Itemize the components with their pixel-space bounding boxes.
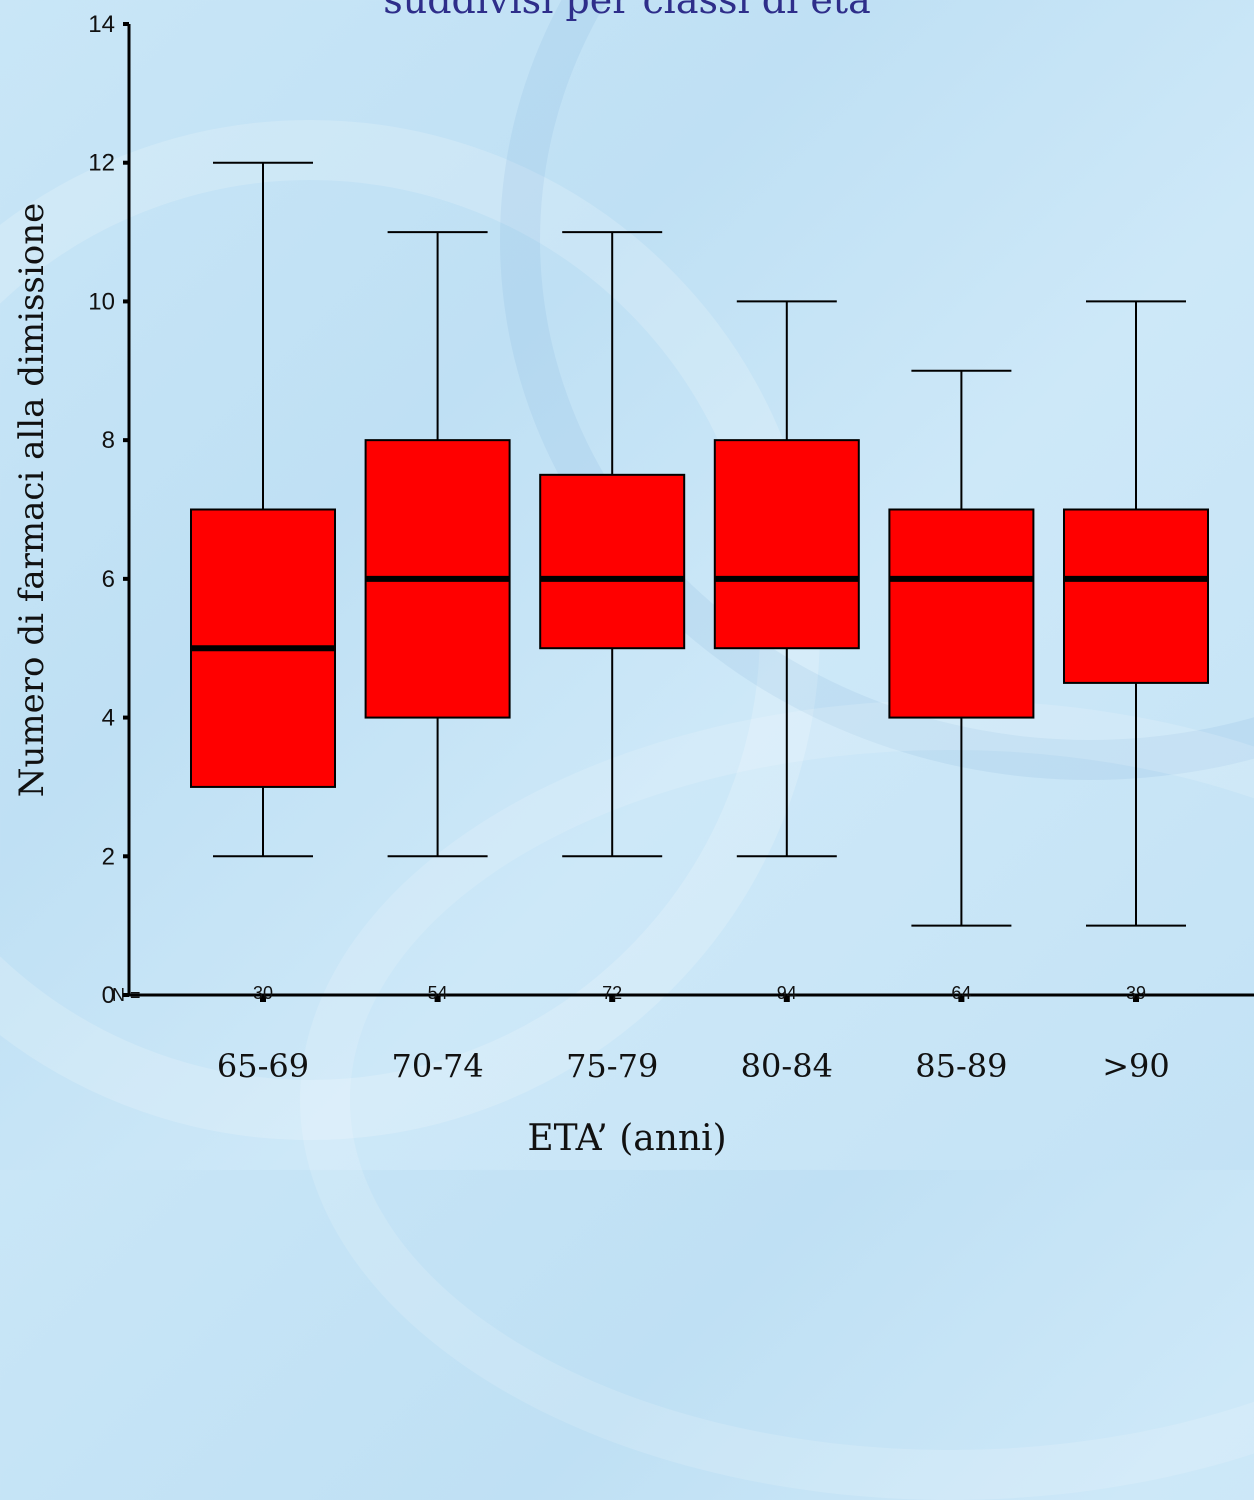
- y-tick-label: 0: [102, 982, 115, 1009]
- n-count-label: 64: [951, 983, 971, 1003]
- y-tick-label: 2: [102, 843, 115, 870]
- n-count-label: 54: [428, 983, 448, 1003]
- x-axis-label: ETA’ (anni): [527, 1118, 727, 1159]
- y-tick-label: 6: [102, 566, 115, 593]
- box: [888, 508, 1035, 719]
- category-label: 65-69: [217, 1047, 309, 1085]
- category-label: 75-79: [566, 1047, 658, 1085]
- y-tick-label: 10: [88, 288, 115, 315]
- category-label: >90: [1102, 1047, 1170, 1085]
- y-tick-label: 8: [102, 427, 115, 454]
- category-label: 85-89: [915, 1047, 1007, 1085]
- category-label: 80-84: [741, 1047, 833, 1085]
- box: [1063, 508, 1209, 684]
- n-count-label: 94: [777, 983, 797, 1003]
- box: [539, 473, 686, 650]
- n-count-label: 30: [253, 983, 273, 1003]
- boxplot-chart: 0 2 4 6 8 10 12 14 30 65-69 54 70-74 72 75-79 94 80-84 6…: [88, 11, 1254, 1085]
- y-tick-label: 14: [88, 11, 115, 38]
- n-count-label: 72: [602, 983, 622, 1003]
- n-count-label: 39: [1126, 983, 1146, 1003]
- chart-title: suddivisi per classi di età: [383, 0, 871, 22]
- y-tick-label: 12: [88, 150, 115, 177]
- category-label: 70-74: [391, 1047, 483, 1085]
- y-tick-label: 4: [102, 705, 115, 732]
- box: [713, 439, 860, 650]
